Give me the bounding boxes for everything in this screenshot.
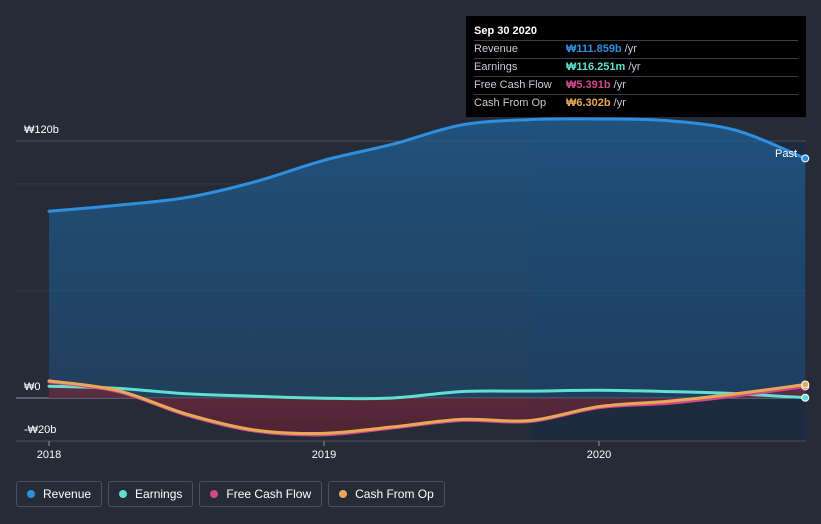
tooltip-label: Earnings <box>474 61 518 73</box>
tooltip-row-earnings: Earnings ₩116.251m /yr <box>474 59 798 77</box>
tooltip-label: Cash From Op <box>474 97 547 109</box>
y-axis-ticks: ₩120b ₩0 -₩20b <box>24 124 59 436</box>
y-tick-label: ₩0 <box>24 381 41 393</box>
legend-item-cash-from-op[interactable]: Cash From Op <box>328 481 445 507</box>
legend-label: Revenue <box>43 487 92 501</box>
revenue-end-point <box>801 154 810 163</box>
free-cash-flow-dot-icon <box>210 490 219 498</box>
past-label: Past <box>775 148 797 160</box>
tooltip-unit: /yr <box>624 43 637 55</box>
series-areas <box>49 118 806 435</box>
y-tick-label: ₩120b <box>24 124 59 136</box>
tooltip-value: ₩5.391b <box>566 79 611 91</box>
y-tick-label: -₩20b <box>24 424 56 436</box>
revenue-dot-icon <box>27 490 35 498</box>
legend-item-revenue[interactable]: Revenue <box>16 481 103 507</box>
cash-from-op-line <box>47 379 807 436</box>
earnings-line <box>47 384 807 401</box>
legend-item-earnings[interactable]: Earnings <box>108 481 194 507</box>
tooltip-row-revenue: Revenue ₩111.859b /yr <box>474 41 798 59</box>
revenue-line <box>47 117 807 213</box>
free-cash-flow-area <box>49 381 806 435</box>
legend-label: Free Cash Flow <box>226 487 312 501</box>
tooltip-row-free-cash-flow: Free Cash Flow ₩5.391b /yr <box>474 77 798 95</box>
tooltip-unit: /yr <box>613 79 626 91</box>
tooltip-value: ₩111.859b <box>566 43 622 55</box>
tooltip-value: ₩6.302b <box>566 97 611 109</box>
x-tick-label: 2019 <box>312 449 336 461</box>
x-tick-label: 2018 <box>37 449 61 461</box>
x-axis-ticks: 2018 2019 2020 <box>37 441 611 461</box>
tooltip-unit: /yr <box>613 97 626 109</box>
series-endpoints <box>801 154 810 402</box>
earnings-dot-icon <box>119 490 128 498</box>
tooltip-unit: /yr <box>628 61 641 73</box>
tooltip-label: Free Cash Flow <box>474 79 552 91</box>
tooltip-row-cash-from-op: Cash From Op ₩6.302b /yr <box>474 95 798 112</box>
cash-from-op-dot-icon <box>339 490 348 498</box>
legend-label: Earnings <box>135 487 183 501</box>
tooltip-label: Revenue <box>474 43 519 55</box>
legend-label: Cash From Op <box>355 487 434 501</box>
cash-from-op-end-point <box>801 380 810 389</box>
legend: Revenue Earnings Free Cash Flow Cash Fro… <box>16 481 445 507</box>
x-tick-label: 2020 <box>587 449 611 461</box>
series-lines <box>47 117 807 437</box>
legend-item-free-cash-flow[interactable]: Free Cash Flow <box>199 481 323 507</box>
tooltip-panel: Sep 30 2020 Revenue ₩111.859b /yr Earnin… <box>466 16 806 117</box>
tooltip-date: Sep 30 2020 <box>474 24 798 41</box>
earnings-end-point <box>801 393 810 402</box>
tooltip-value: ₩116.251m <box>566 61 626 73</box>
revenue-area <box>49 118 806 399</box>
